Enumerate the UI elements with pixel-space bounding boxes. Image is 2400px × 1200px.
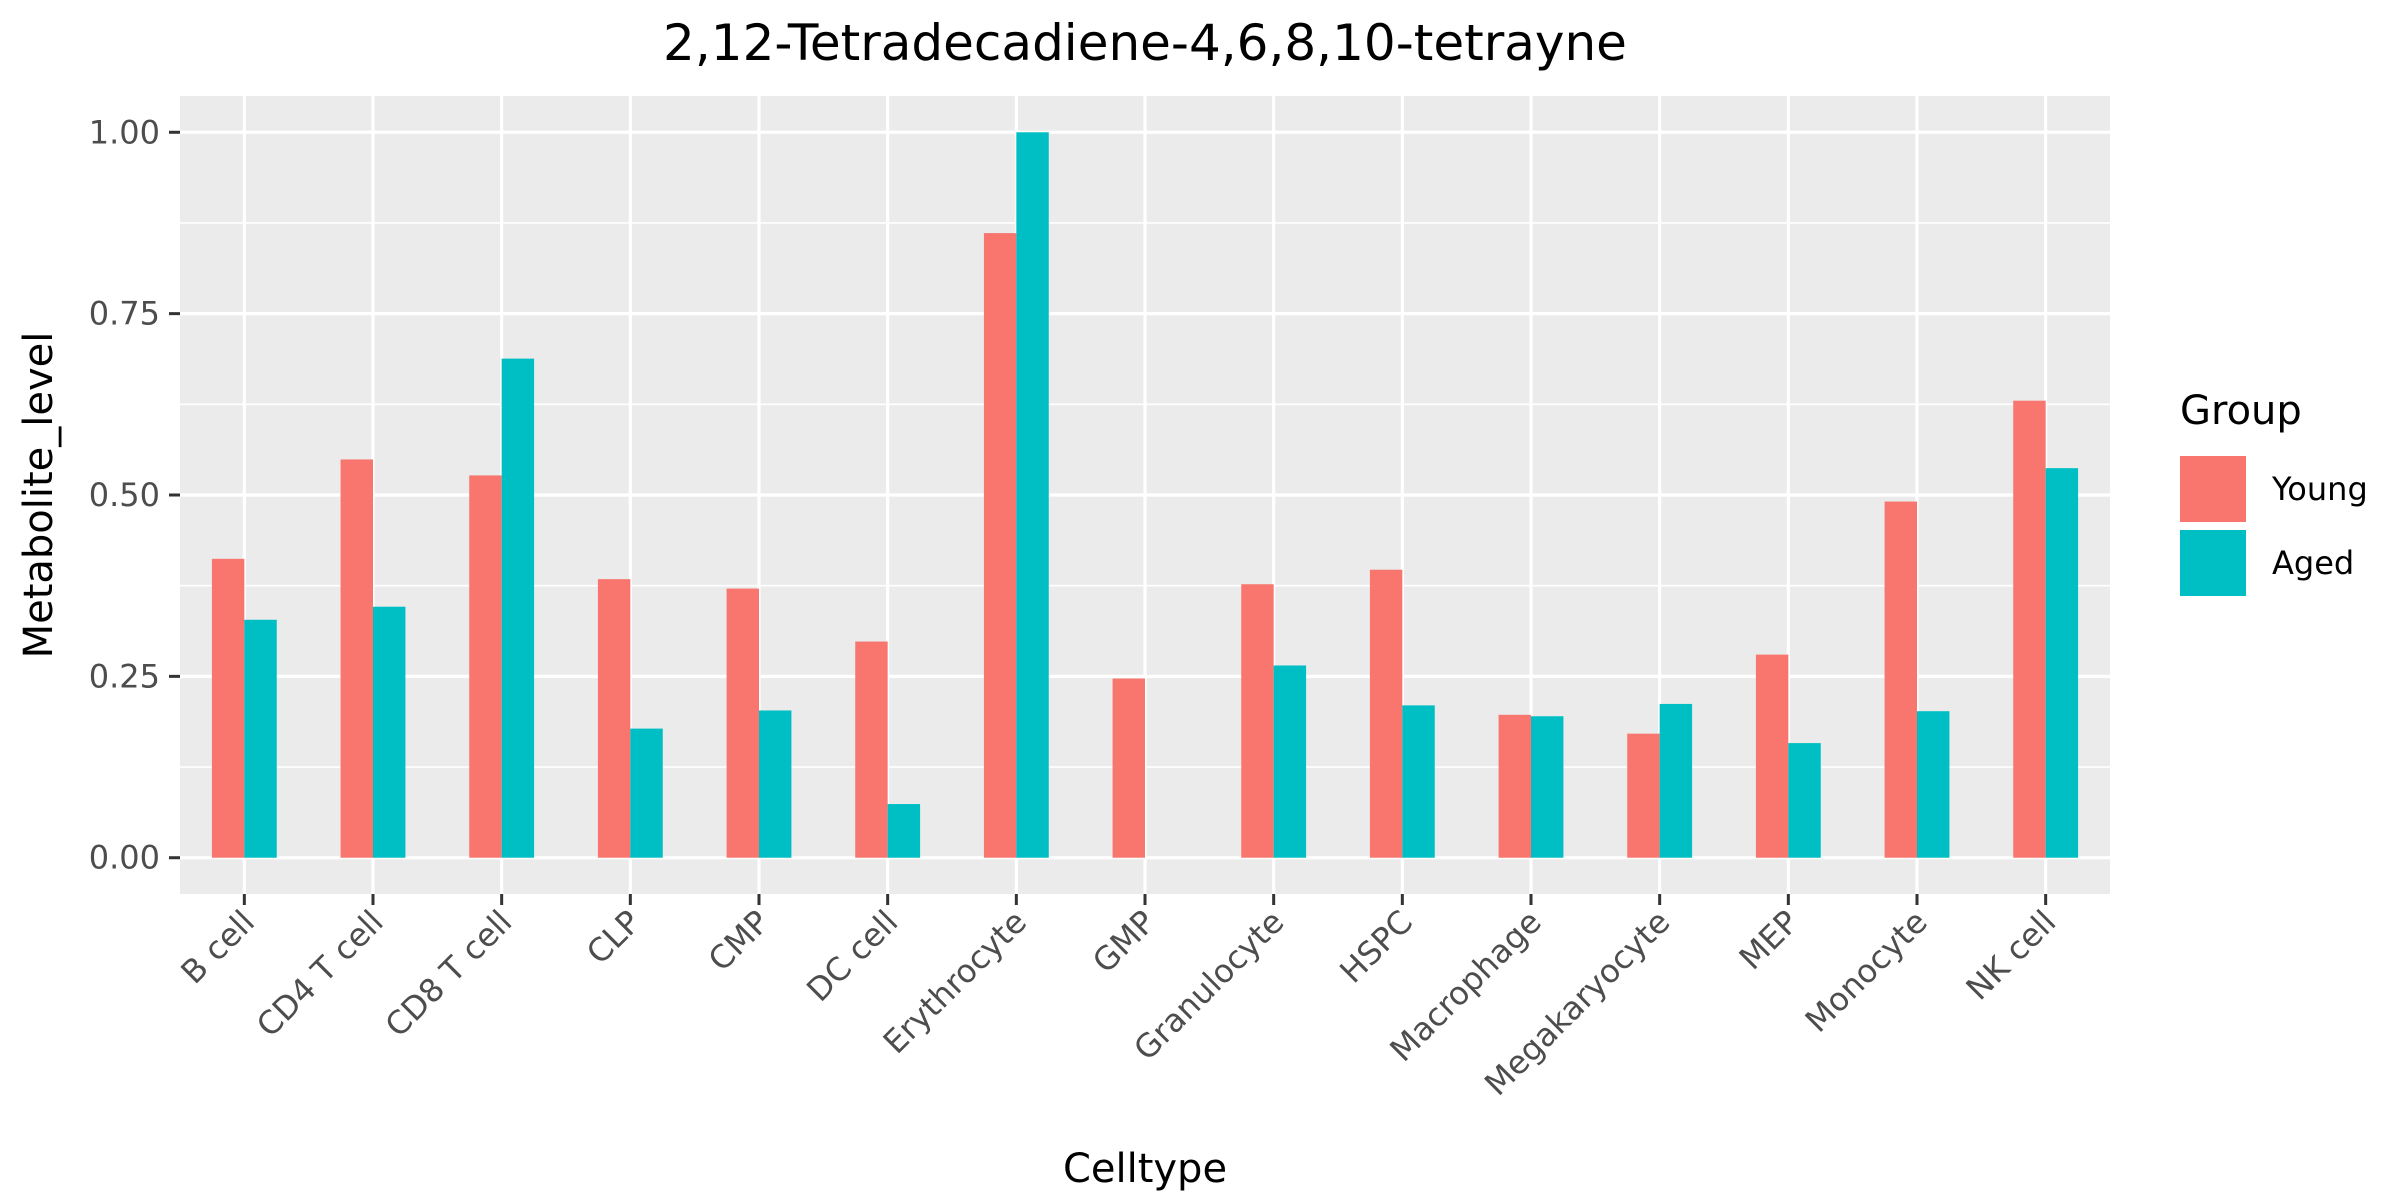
bar-aged-cmp	[759, 710, 792, 858]
y-tick-label: 0.75	[89, 295, 160, 333]
bar-aged-mep	[1788, 743, 1821, 858]
x-tick-label: CMP	[701, 903, 777, 979]
x-tick-label: B cell	[173, 903, 262, 992]
x-tick-label: NK cell	[1959, 903, 2064, 1008]
x-axis-title: Celltype	[1063, 1146, 1227, 1192]
bar-young-hspc	[1369, 569, 1403, 858]
bar-aged-dc-cell	[887, 804, 921, 858]
bars	[211, 132, 2079, 858]
bar-young-nk-cell	[2013, 400, 2046, 858]
bar-young-dc-cell	[855, 641, 888, 858]
bar-young-cd4-t-cell	[340, 459, 373, 858]
bar-young-clp	[597, 579, 631, 858]
bar-aged-monocyte	[1917, 711, 1950, 858]
x-tick-label: MEP	[1732, 903, 1806, 977]
chart-title: 2,12-Tetradecadiene-4,6,8,10-tetrayne	[663, 14, 1627, 72]
x-tick-label: CLP	[579, 903, 648, 972]
x-tick-label: HSPC	[1332, 903, 1420, 991]
bar-aged-macrophage	[1531, 716, 1564, 858]
y-axis: 0.00 0.25 0.50 0.75 1.00	[89, 113, 180, 877]
x-tick-label: CD8 T cell	[378, 903, 520, 1045]
x-tick-label: CD4 T cell	[249, 903, 391, 1045]
bar-young-monocyte	[1884, 501, 1917, 858]
x-tick-label: Monocyte	[1798, 903, 1935, 1040]
bar-aged-cd8-t-cell	[501, 358, 535, 858]
bar-aged-hspc	[1402, 705, 1435, 858]
y-tick-label: 0.50	[89, 476, 160, 514]
bar-young-b-cell	[211, 558, 245, 858]
bar-young-cmp	[726, 588, 759, 858]
bar-young-mep	[1755, 654, 1789, 858]
bar-young-erythrocyte	[983, 233, 1017, 858]
legend-title: Group	[2180, 388, 2302, 434]
y-axis-title: Metabolite_level	[16, 332, 62, 659]
bar-aged-granulocyte	[1273, 665, 1307, 858]
legend-key-young	[2180, 456, 2246, 522]
bar-aged-erythrocyte	[1016, 132, 1049, 858]
legend: Group Young Aged	[2180, 388, 2368, 596]
bar-young-cd8-t-cell	[469, 475, 502, 858]
y-tick-label: 0.00	[89, 839, 160, 877]
x-tick-label: DC cell	[799, 903, 905, 1009]
bar-young-gmp	[1112, 678, 1145, 858]
x-tick-label: GMP	[1085, 903, 1163, 981]
bar-young-macrophage	[1498, 714, 1531, 858]
legend-key-aged	[2180, 530, 2246, 596]
bar-aged-megakaryocyte	[1659, 703, 1693, 858]
legend-label-young: Young	[2271, 470, 2368, 508]
bar-aged-nk-cell	[2045, 468, 2079, 858]
y-tick-label: 0.25	[89, 657, 160, 695]
bar-young-megakaryocyte	[1627, 733, 1660, 858]
bar-aged-b-cell	[244, 619, 277, 858]
legend-label-aged: Aged	[2272, 544, 2354, 582]
bar-young-granulocyte	[1241, 584, 1274, 858]
bar-aged-clp	[630, 728, 663, 858]
bar-aged-cd4-t-cell	[373, 606, 406, 858]
y-tick-label: 1.00	[89, 113, 160, 151]
